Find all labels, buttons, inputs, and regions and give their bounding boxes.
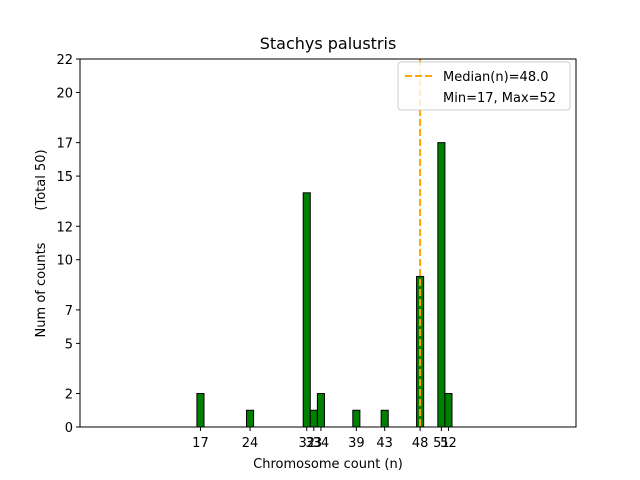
bar-43 — [380, 409, 389, 428]
bar-17 — [196, 393, 205, 428]
legend-entry-median: Median(n)=48.0 — [443, 70, 549, 85]
y-tick-label-17: 17 — [56, 137, 73, 152]
x-tick-label-52: 52 — [440, 436, 457, 451]
y-tick-label-12: 12 — [56, 220, 73, 235]
bar-52 — [444, 393, 453, 428]
x-tick-label-24: 24 — [242, 436, 259, 451]
y-tick-label-15: 15 — [56, 170, 73, 185]
y-tick-label-2: 2 — [65, 388, 73, 403]
bar-39 — [352, 409, 361, 428]
x-tick-label-39: 39 — [348, 436, 365, 451]
y-tick-label-22: 22 — [56, 53, 73, 68]
bar-33 — [309, 409, 318, 428]
bar-51 — [437, 142, 446, 428]
x-tick-label-48: 48 — [412, 436, 429, 451]
bar-group — [118, 142, 467, 428]
chart-title: Stachys palustris — [260, 34, 397, 53]
legend: Median(n)=48.0 Min=17, Max=52 — [397, 61, 571, 111]
y-tick-label-5: 5 — [65, 337, 73, 352]
y-tick-group: 0 2 5 7 10 12 15 17 20 22 — [56, 53, 80, 436]
x-tick-label-34: 34 — [313, 436, 330, 451]
bar-32 — [302, 192, 311, 428]
y-tick-label-7: 7 — [65, 304, 73, 319]
legend-entry-minmax: Min=17, Max=52 — [443, 91, 556, 106]
x-tick-label-33: 33 — [306, 436, 323, 451]
y-axis-label: Num of counts — [34, 242, 49, 337]
x-tick-label-51: 51 — [433, 436, 450, 451]
x-tick-label-17: 17 — [192, 436, 209, 451]
x-tick-label-43: 43 — [376, 436, 393, 451]
y-axis-total-label: (Total 50) — [34, 149, 49, 210]
x-tick-label-32: 32 — [298, 436, 315, 451]
y-tick-label-0: 0 — [65, 421, 73, 436]
legend-box — [397, 61, 571, 111]
bar-24 — [246, 409, 255, 428]
y-tick-label-20: 20 — [56, 86, 73, 101]
y-tick-label-10: 10 — [56, 254, 73, 269]
bar-34 — [316, 393, 325, 428]
plot-frame — [79, 58, 577, 428]
x-axis-label: Chromosome count (n) — [253, 457, 403, 472]
